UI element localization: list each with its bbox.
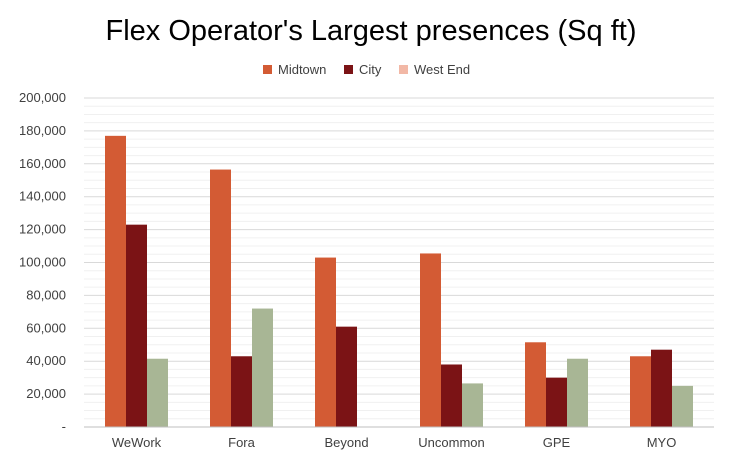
bar-city-wework <box>126 224 147 427</box>
bar-west-end-gpe <box>567 358 588 427</box>
legend-swatch-city <box>344 65 353 74</box>
legend-swatch-west-end <box>399 65 408 74</box>
bar-midtown-fora <box>210 169 231 427</box>
bar-city-uncommon <box>441 364 462 427</box>
x-category-label: Beyond <box>324 435 368 450</box>
legend-label-city: City <box>359 62 382 77</box>
legend-label-west-end: West End <box>414 62 470 77</box>
y-tick-label: 160,000 <box>19 156 66 171</box>
legend-swatch-midtown <box>263 65 272 74</box>
y-tick-label: 120,000 <box>19 222 66 237</box>
y-tick-label: 40,000 <box>26 353 66 368</box>
y-tick-label: - <box>62 419 66 434</box>
bar-midtown-gpe <box>525 342 546 427</box>
x-axis-categories: WeWork Fora Beyond Uncommon GPE MYO <box>112 435 676 450</box>
y-tick-label: 100,000 <box>19 255 66 270</box>
bar-city-gpe <box>546 377 567 427</box>
bar-city-beyond <box>336 326 357 427</box>
bar-west-end-myo <box>672 385 693 427</box>
y-tick-label: 140,000 <box>19 189 66 204</box>
bar-west-end-fora <box>252 308 273 427</box>
bar-midtown-wework <box>105 135 126 427</box>
bar-west-end-uncommon <box>462 383 483 427</box>
legend: Midtown City West End <box>263 62 470 77</box>
y-tick-label: 20,000 <box>26 386 66 401</box>
bar-city-fora <box>231 356 252 427</box>
x-category-label: Fora <box>228 435 256 450</box>
bar-city-myo <box>651 349 672 427</box>
bars <box>105 135 693 427</box>
y-tick-label: 80,000 <box>26 287 66 302</box>
y-axis-ticks: - 20,000 40,000 60,000 80,000 100,000 120,000 1… <box>19 90 66 434</box>
bar-midtown-uncommon <box>420 253 441 427</box>
x-category-label: WeWork <box>112 435 162 450</box>
legend-label-midtown: Midtown <box>278 62 326 77</box>
gridlines <box>84 97 714 420</box>
x-category-label: Uncommon <box>418 435 484 450</box>
bar-midtown-myo <box>630 356 651 427</box>
y-tick-label: 200,000 <box>19 90 66 105</box>
y-tick-label: 60,000 <box>26 320 66 335</box>
y-tick-label: 180,000 <box>19 123 66 138</box>
bar-midtown-beyond <box>315 257 336 427</box>
x-category-label: GPE <box>543 435 571 450</box>
x-category-label: MYO <box>647 435 677 450</box>
bar-west-end-wework <box>147 358 168 427</box>
chart-title: Flex Operator's Largest presences (Sq ft… <box>106 15 637 47</box>
